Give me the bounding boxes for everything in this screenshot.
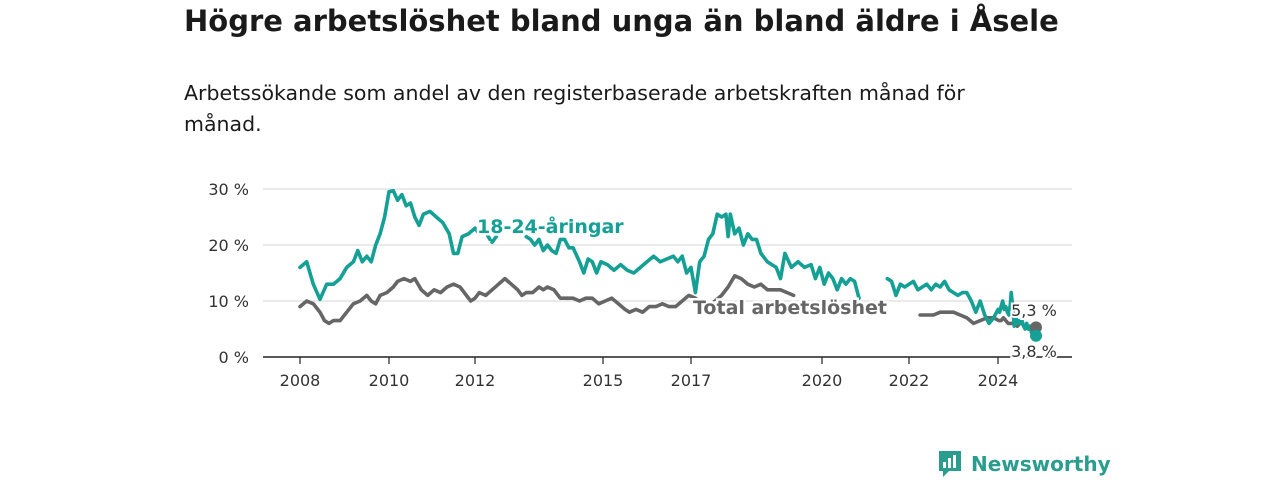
brand-logo: Newsworthy [937, 449, 1111, 479]
x-tick-label: 2010 [369, 371, 410, 390]
x-tick-label: 2008 [280, 371, 321, 390]
series-end-label-total: 5,3 % [1011, 301, 1057, 320]
x-tick-label: 2024 [978, 371, 1019, 390]
y-tick-label: 30 % [208, 180, 249, 199]
y-tick-label: 20 % [208, 236, 249, 255]
x-tick-label: 2015 [583, 371, 624, 390]
series-end-label-young: 3,8 % [1011, 342, 1057, 361]
series-annotation-young: 18-24-åringar [477, 214, 624, 238]
series-end-marker-young [1030, 329, 1042, 342]
chart-subtitle: Arbetssökande som andel av den registerb… [184, 81, 965, 136]
x-tick-label: 2022 [889, 371, 930, 390]
brand-name: Newsworthy [971, 452, 1111, 476]
y-tick-label: 10 % [208, 292, 249, 311]
series-annotation-total: Total arbetslöshet [693, 297, 887, 319]
x-tick-label: 2017 [671, 371, 712, 390]
x-tick-label: 2012 [455, 371, 496, 390]
y-tick-label: 0 % [219, 348, 249, 367]
newsworthy-logo-icon [939, 451, 961, 477]
series-end-marker-total [1030, 321, 1042, 334]
x-tick-label: 2020 [802, 371, 843, 390]
series-line-young [298, 188, 1038, 338]
chart-title: Högre arbetslöshet bland unga än bland ä… [184, 4, 1059, 38]
